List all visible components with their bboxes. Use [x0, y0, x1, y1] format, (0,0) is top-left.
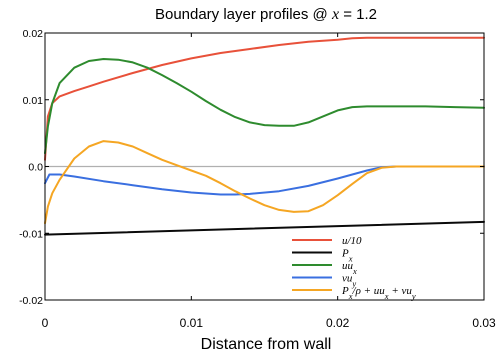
x-tick-label: 0.02 — [326, 316, 350, 330]
chart-title-variable: x — [331, 6, 339, 23]
x-axis-label: Distance from wall — [201, 336, 332, 353]
x-axis: 0 0.01 0.02 0.03 — [42, 33, 496, 330]
series-line-5 — [44, 140, 485, 225]
y-tick-label: -0.01 — [19, 228, 43, 240]
y-tick-label: 0.0 — [28, 162, 43, 174]
series-line-1 — [44, 36, 485, 161]
legend-label: Px — [341, 248, 353, 264]
chart-title-prefix: Boundary layer profiles @ — [155, 6, 332, 23]
x-tick-label: 0.01 — [180, 316, 204, 330]
chart-title-suffix: = 1.2 — [339, 6, 377, 23]
chart-title: Boundary layer profiles @ x = 1.2 — [155, 6, 377, 23]
x-tick-label: 0 — [42, 316, 49, 330]
legend-label: uux — [342, 260, 357, 276]
x-tick-label: 0.03 — [472, 316, 496, 330]
series-layer — [44, 36, 485, 236]
legend-label: u/10 — [342, 235, 362, 247]
y-tick-label: -0.02 — [19, 295, 43, 307]
series-line-2 — [44, 220, 485, 236]
legend-label: vuy — [342, 273, 356, 289]
series-line-3 — [44, 58, 485, 155]
legend-label: Px/ρ + uux + vuy — [341, 285, 416, 301]
y-axis: 0.02 0.01 0.0 -0.01 -0.02 — [19, 28, 484, 307]
y-tick-label: 0.02 — [23, 28, 44, 40]
y-tick-label: 0.01 — [23, 95, 44, 107]
